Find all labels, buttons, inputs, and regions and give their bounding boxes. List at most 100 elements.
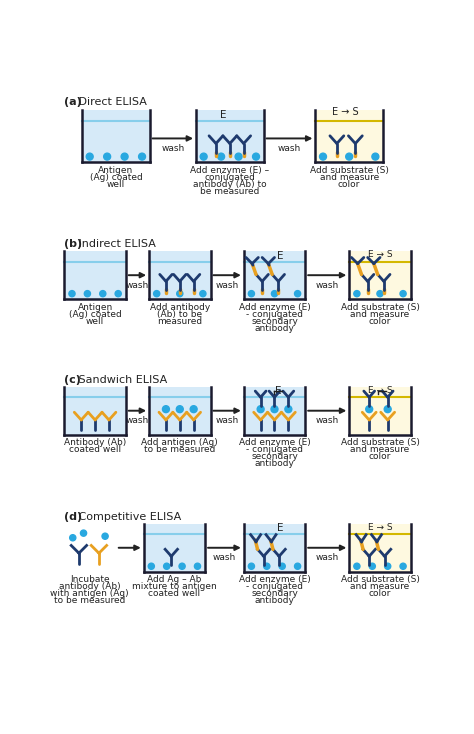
Circle shape bbox=[154, 291, 160, 297]
Text: (c): (c) bbox=[64, 374, 81, 385]
Circle shape bbox=[138, 153, 146, 160]
Circle shape bbox=[70, 534, 76, 541]
Text: E → S: E → S bbox=[332, 107, 359, 117]
Circle shape bbox=[200, 153, 207, 160]
Polygon shape bbox=[196, 109, 264, 162]
Text: conjugated: conjugated bbox=[204, 172, 255, 182]
Text: (Ag) coated: (Ag) coated bbox=[69, 310, 121, 319]
Text: antibody (Ab) to: antibody (Ab) to bbox=[193, 180, 267, 189]
Circle shape bbox=[279, 563, 285, 570]
Text: and measure: and measure bbox=[319, 172, 379, 182]
Circle shape bbox=[294, 291, 301, 297]
Text: antibody (Ab): antibody (Ab) bbox=[59, 582, 120, 592]
Circle shape bbox=[257, 406, 264, 413]
Circle shape bbox=[400, 563, 406, 570]
Circle shape bbox=[100, 291, 106, 297]
Circle shape bbox=[272, 291, 278, 297]
Polygon shape bbox=[144, 524, 205, 572]
Circle shape bbox=[400, 291, 406, 297]
Text: Antigen: Antigen bbox=[98, 166, 134, 175]
Polygon shape bbox=[64, 251, 126, 299]
Circle shape bbox=[346, 153, 353, 160]
Text: to be measured: to be measured bbox=[144, 446, 216, 454]
Text: color: color bbox=[338, 180, 360, 189]
Text: antibody: antibody bbox=[255, 459, 294, 468]
Text: Incubate: Incubate bbox=[70, 575, 109, 584]
Circle shape bbox=[86, 153, 93, 160]
Circle shape bbox=[369, 563, 375, 570]
Circle shape bbox=[372, 153, 379, 160]
Text: wash: wash bbox=[213, 553, 236, 562]
Text: E: E bbox=[219, 110, 226, 120]
Text: color: color bbox=[369, 452, 391, 461]
Polygon shape bbox=[349, 251, 411, 299]
Text: Sandwich ELISA: Sandwich ELISA bbox=[75, 374, 167, 385]
Text: Antibody (Ab): Antibody (Ab) bbox=[64, 438, 126, 448]
Text: be measured: be measured bbox=[200, 186, 260, 196]
Circle shape bbox=[294, 563, 301, 570]
Circle shape bbox=[366, 406, 373, 413]
Text: secondary: secondary bbox=[251, 317, 298, 326]
Circle shape bbox=[377, 291, 383, 297]
Text: wash: wash bbox=[316, 280, 339, 290]
Circle shape bbox=[177, 291, 183, 297]
Text: Add substrate (S): Add substrate (S) bbox=[340, 438, 419, 448]
Polygon shape bbox=[64, 387, 126, 435]
Text: color: color bbox=[369, 317, 391, 326]
Text: wash: wash bbox=[316, 416, 339, 425]
Circle shape bbox=[384, 406, 391, 413]
Polygon shape bbox=[349, 387, 411, 435]
Circle shape bbox=[179, 563, 185, 570]
Circle shape bbox=[200, 291, 206, 297]
Polygon shape bbox=[315, 109, 383, 162]
Text: measured: measured bbox=[157, 317, 202, 326]
Text: - conjugated: - conjugated bbox=[246, 446, 303, 454]
Polygon shape bbox=[244, 251, 305, 299]
Text: Add enzyme (E): Add enzyme (E) bbox=[238, 575, 310, 584]
Text: Add substrate (S): Add substrate (S) bbox=[310, 166, 389, 175]
Circle shape bbox=[194, 563, 201, 570]
Circle shape bbox=[235, 153, 242, 160]
Polygon shape bbox=[244, 387, 305, 435]
Circle shape bbox=[163, 406, 169, 413]
Circle shape bbox=[248, 563, 255, 570]
Circle shape bbox=[164, 563, 170, 570]
Circle shape bbox=[354, 291, 360, 297]
Text: antibody: antibody bbox=[255, 324, 294, 333]
Text: Competitive ELISA: Competitive ELISA bbox=[75, 512, 182, 522]
Text: wash: wash bbox=[161, 144, 184, 153]
Text: wash: wash bbox=[216, 416, 239, 425]
Text: E: E bbox=[275, 386, 282, 396]
Text: Add antibody: Add antibody bbox=[150, 303, 210, 312]
Circle shape bbox=[218, 153, 225, 160]
Text: secondary: secondary bbox=[251, 452, 298, 461]
Text: mixture to antigen: mixture to antigen bbox=[132, 582, 217, 592]
Text: E: E bbox=[277, 523, 283, 533]
Text: Add enzyme (E): Add enzyme (E) bbox=[238, 438, 310, 448]
Text: (a): (a) bbox=[64, 98, 82, 107]
Circle shape bbox=[354, 563, 360, 570]
Text: Add substrate (S): Add substrate (S) bbox=[340, 303, 419, 312]
Text: well: well bbox=[107, 180, 125, 189]
Text: color: color bbox=[369, 589, 391, 598]
Circle shape bbox=[121, 153, 128, 160]
Polygon shape bbox=[149, 251, 210, 299]
Circle shape bbox=[285, 406, 292, 413]
Text: Direct ELISA: Direct ELISA bbox=[75, 98, 147, 107]
Text: (Ab) to be: (Ab) to be bbox=[157, 310, 202, 319]
Text: with antigen (Ag): with antigen (Ag) bbox=[50, 589, 129, 598]
Text: (b): (b) bbox=[64, 239, 82, 249]
Text: wash: wash bbox=[126, 280, 149, 290]
Polygon shape bbox=[244, 524, 305, 572]
Polygon shape bbox=[82, 109, 150, 162]
Text: and measure: and measure bbox=[350, 310, 410, 319]
Text: antibody: antibody bbox=[255, 596, 294, 606]
Text: coated well: coated well bbox=[148, 589, 201, 598]
Circle shape bbox=[384, 563, 391, 570]
Circle shape bbox=[264, 563, 270, 570]
Text: wash: wash bbox=[216, 280, 239, 290]
Text: (d): (d) bbox=[64, 512, 82, 522]
Text: E → S: E → S bbox=[368, 385, 392, 395]
Text: E → S: E → S bbox=[368, 250, 392, 259]
Circle shape bbox=[81, 530, 87, 537]
